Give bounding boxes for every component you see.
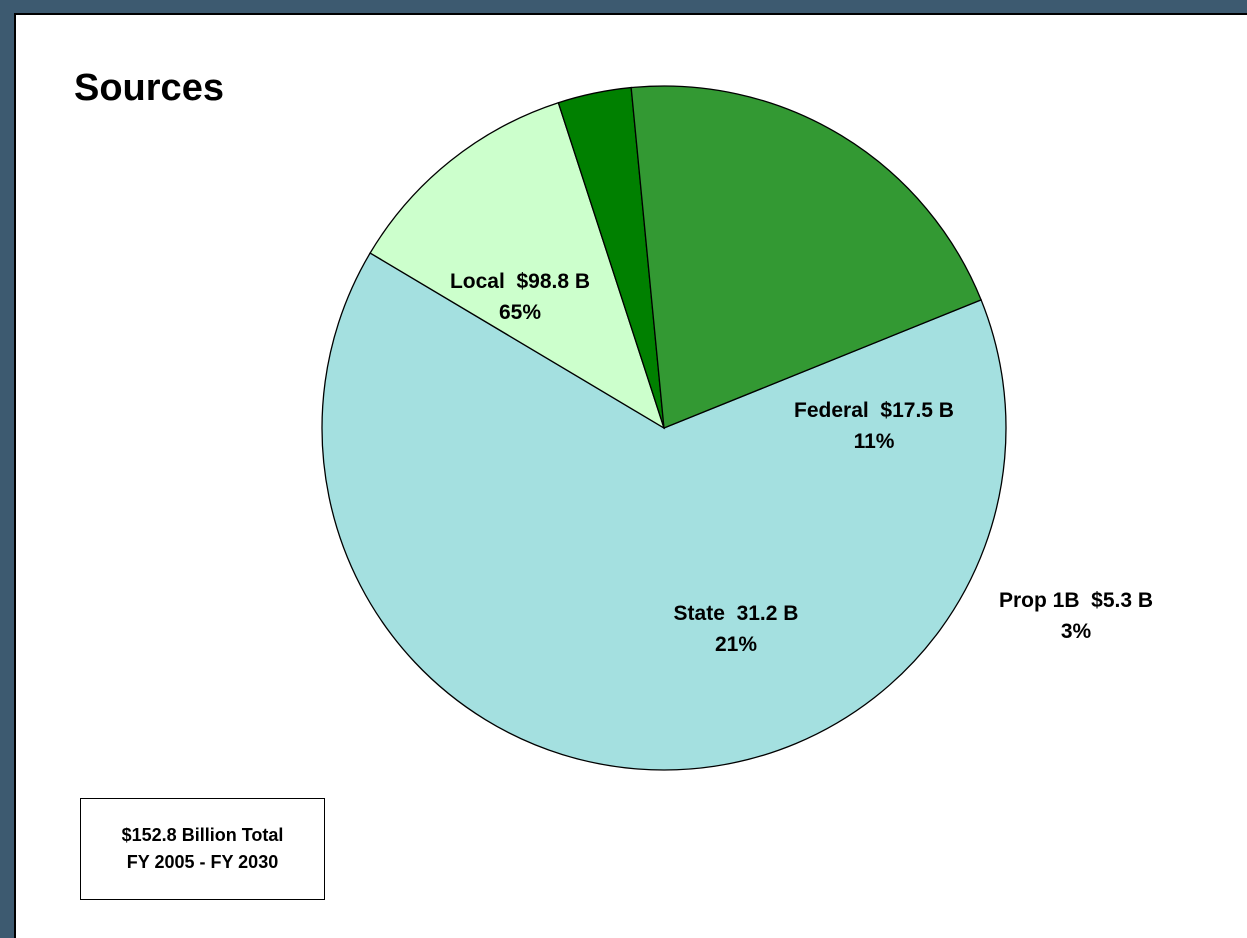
- total-period: FY 2005 - FY 2030: [126, 852, 279, 872]
- slice-label-state: State 31.2 B 21%: [674, 602, 799, 656]
- slice-label-percent: 3%: [1061, 620, 1092, 643]
- pie-slice-state: [630, 85, 982, 429]
- slice-label-name-value: State 31.2 B: [674, 602, 799, 625]
- slice-label-name-value: Federal $17.5 B: [794, 399, 954, 422]
- slice-label-prop-1b: Prop 1B $5.3 B 3%: [999, 589, 1153, 643]
- slice-label-percent: 11%: [854, 430, 895, 453]
- pie-slice-federal: [369, 101, 666, 430]
- total-summary-box: $152.8 Billion Total FY 2005 - FY 2030: [80, 798, 325, 900]
- slice-label-percent: 21%: [715, 633, 757, 656]
- total-amount: $152.8 Billion Total: [121, 825, 284, 845]
- chart-frame: Sources Local $98.8 B 65% Federal $17.5 B 1…: [14, 13, 1247, 938]
- pie-slices: [321, 85, 1007, 771]
- slice-label-name-value: Prop 1B $5.3 B: [999, 589, 1153, 612]
- chart-title: Sources: [74, 67, 224, 109]
- pie-chart: Local $98.8 B 65% Federal $17.5 B 11% Prop 1…: [321, 85, 1153, 771]
- pie-labels: Local $98.8 B 65% Federal $17.5 B 11% Prop 1…: [450, 270, 1153, 656]
- slice-label-percent: 65%: [499, 301, 541, 324]
- pie-slice-local: [321, 252, 1007, 771]
- slice-label-federal: Federal $17.5 B 11%: [794, 399, 954, 453]
- slice-label-local: Local $98.8 B 65%: [450, 270, 590, 324]
- slice-label-name-value: Local $98.8 B: [450, 270, 590, 293]
